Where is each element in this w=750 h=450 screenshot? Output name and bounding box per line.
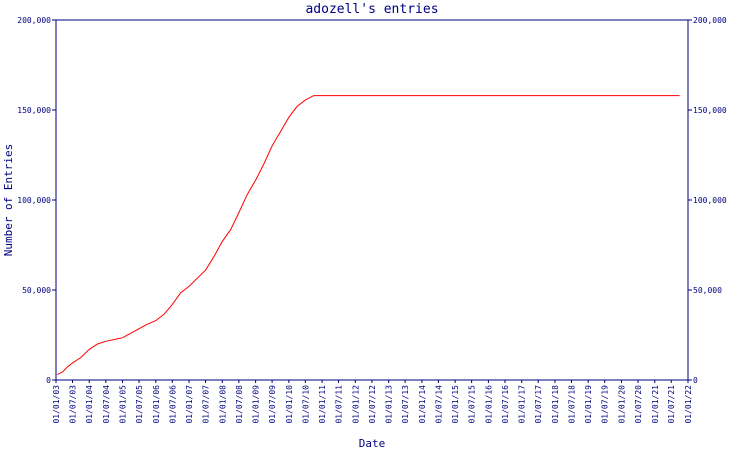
x-tick-label: 01/01/09 bbox=[252, 385, 261, 424]
x-tick-label: 01/07/05 bbox=[135, 385, 144, 424]
x-tick-label: 01/01/12 bbox=[351, 385, 360, 424]
x-tick-label: 01/07/13 bbox=[401, 385, 410, 424]
x-tick-label: 01/01/08 bbox=[218, 385, 227, 424]
x-tick-label: 01/07/16 bbox=[501, 385, 510, 424]
x-tick-label: 01/07/10 bbox=[301, 385, 310, 424]
x-tick-label: 01/01/05 bbox=[119, 385, 128, 424]
y-tick-label-left: 50,000 bbox=[22, 286, 51, 295]
x-axis-label: Date bbox=[359, 437, 386, 450]
x-tick-label: 01/07/07 bbox=[202, 385, 211, 424]
x-tick-label: 01/01/06 bbox=[152, 385, 161, 424]
x-tick-label: 01/07/21 bbox=[667, 385, 676, 424]
x-tick-label: 01/07/06 bbox=[168, 385, 177, 424]
y-tick-label-right: 150,000 bbox=[693, 106, 727, 115]
x-tick-label: 01/01/18 bbox=[551, 385, 560, 424]
x-tick-label: 01/07/11 bbox=[335, 385, 344, 424]
x-tick-label: 01/07/15 bbox=[468, 385, 477, 424]
y-tick-label-right: 50,000 bbox=[693, 286, 722, 295]
x-tick-label: 01/01/10 bbox=[285, 385, 294, 424]
x-tick-label: 01/01/19 bbox=[584, 385, 593, 424]
y-tick-label-left: 100,000 bbox=[17, 196, 51, 205]
y-tick-label-left: 200,000 bbox=[17, 16, 51, 25]
series-group bbox=[57, 95, 680, 376]
y-ticks-right: 0 50,000 100,000 150,000 200,000 bbox=[688, 16, 727, 385]
y-ticks-left: 0 50,000 100,000 150,000 200,000 bbox=[17, 16, 56, 385]
x-tick-label: 01/07/04 bbox=[102, 385, 111, 424]
x-tick-label: 01/01/04 bbox=[85, 385, 94, 424]
x-tick-label: 01/07/17 bbox=[534, 385, 543, 424]
x-tick-label: 01/07/18 bbox=[567, 385, 576, 424]
series-line bbox=[57, 95, 680, 376]
x-tick-label: 01/07/09 bbox=[268, 385, 277, 424]
x-tick-label: 01/01/13 bbox=[385, 385, 394, 424]
x-tick-label: 01/01/03 bbox=[52, 385, 61, 424]
y-tick-label-right: 100,000 bbox=[693, 196, 727, 205]
x-tick-label: 01/01/07 bbox=[185, 385, 194, 424]
y-tick-label-left: 0 bbox=[46, 376, 51, 385]
x-tick-label: 01/07/12 bbox=[368, 385, 377, 424]
x-tick-label: 01/01/21 bbox=[651, 385, 660, 424]
x-tick-label: 01/07/20 bbox=[634, 385, 643, 424]
chart-title: adozell's entries bbox=[305, 2, 438, 17]
x-tick-label: 01/07/14 bbox=[434, 385, 443, 424]
y-tick-label-left: 150,000 bbox=[17, 106, 51, 115]
x-tick-label: 01/01/15 bbox=[451, 385, 460, 424]
x-tick-label: 01/01/11 bbox=[318, 385, 327, 424]
x-tick-label: 01/01/14 bbox=[418, 385, 427, 424]
x-tick-label: 01/07/19 bbox=[601, 385, 610, 424]
x-tick-label: 01/07/08 bbox=[235, 385, 244, 424]
y-tick-label-right: 200,000 bbox=[693, 16, 727, 25]
x-tick-label: 01/01/20 bbox=[617, 385, 626, 424]
x-tick-label: 01/01/16 bbox=[484, 385, 493, 424]
x-tick-label: 01/01/17 bbox=[518, 385, 527, 424]
y-axis-label: Number of Entries bbox=[2, 144, 15, 257]
x-tick-label: 01/01/22 bbox=[684, 385, 693, 424]
plot-frame bbox=[55, 19, 689, 381]
x-tick-label: 01/07/03 bbox=[68, 385, 77, 424]
x-ticks: 01/01/03 01/07/03 01/01/04 01/07/04 01/01/05… bbox=[52, 380, 693, 424]
y-tick-label-right: 0 bbox=[693, 376, 698, 385]
